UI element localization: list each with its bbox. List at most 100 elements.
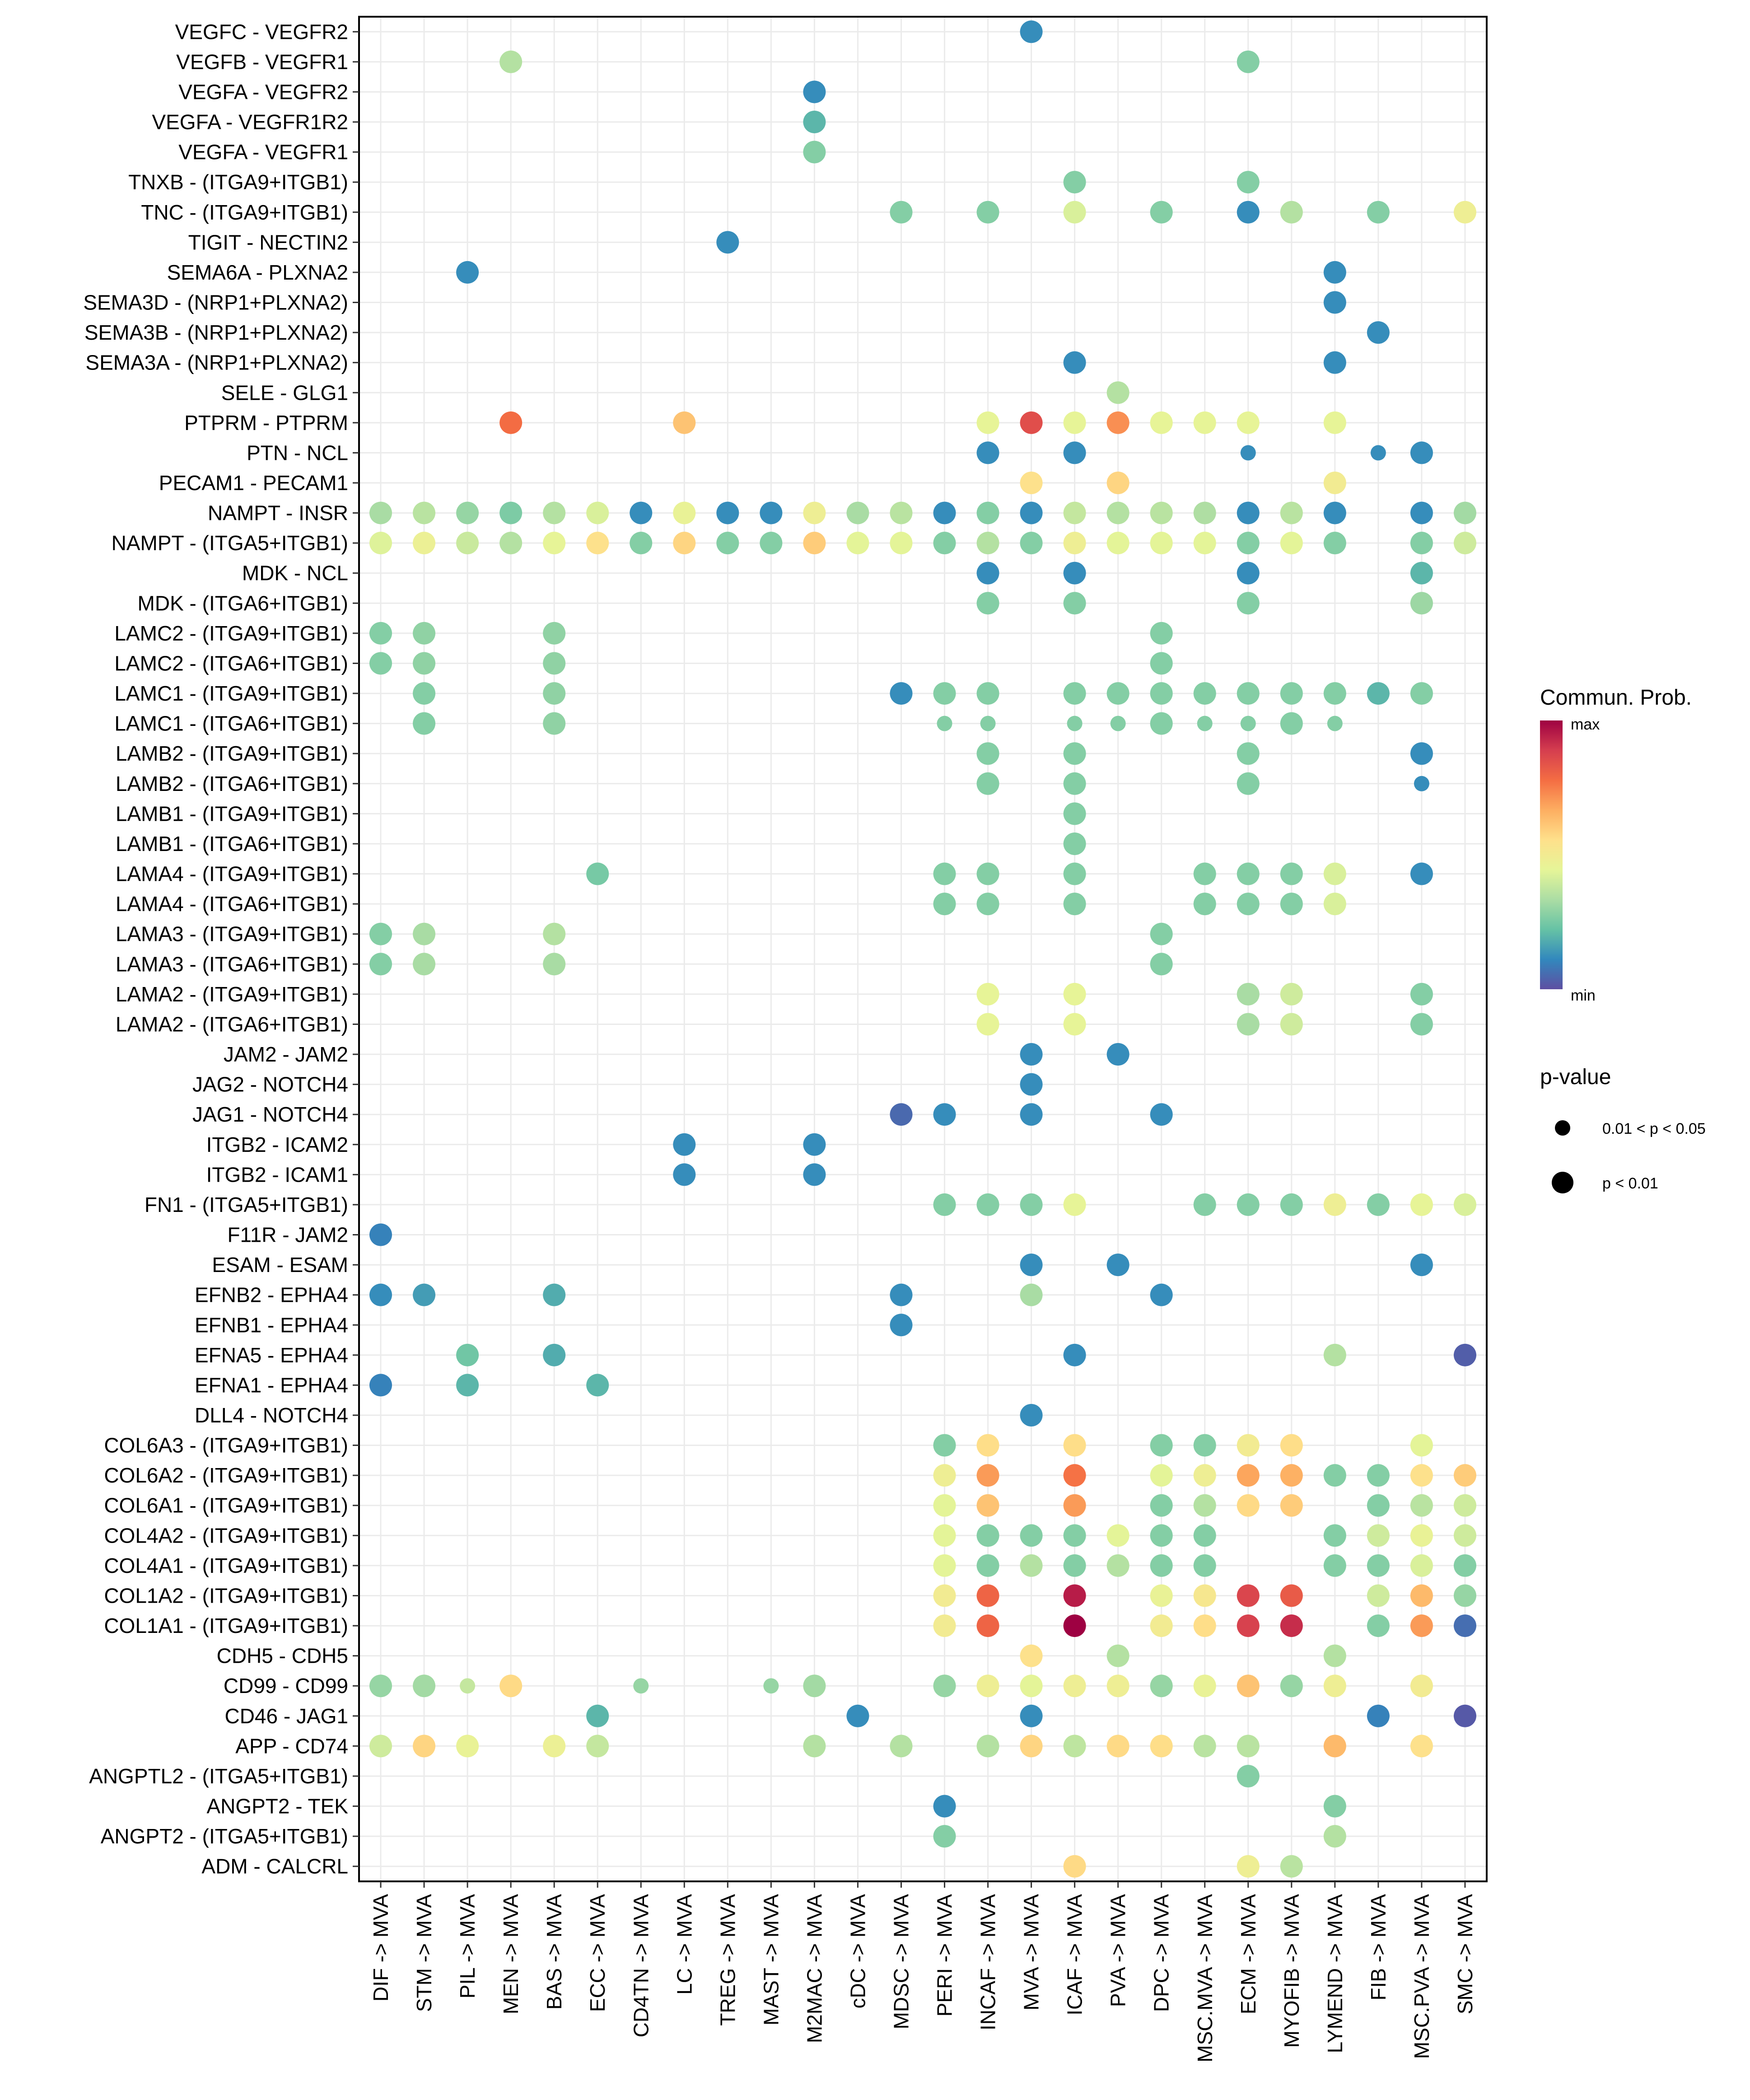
color-legend-min-label: min bbox=[1571, 987, 1596, 1004]
data-point bbox=[1323, 532, 1346, 555]
data-point bbox=[1280, 1193, 1303, 1216]
data-point bbox=[1323, 1644, 1346, 1667]
data-point bbox=[1410, 1735, 1433, 1758]
data-point bbox=[1063, 532, 1086, 555]
data-point bbox=[456, 501, 479, 524]
data-point bbox=[673, 1133, 696, 1156]
data-point bbox=[1323, 351, 1346, 374]
data-point bbox=[1106, 411, 1129, 434]
data-point bbox=[976, 1735, 999, 1758]
data-point bbox=[1323, 682, 1346, 705]
data-point bbox=[673, 411, 696, 434]
data-point bbox=[803, 1133, 826, 1156]
data-point bbox=[413, 501, 436, 524]
data-point bbox=[1020, 1554, 1043, 1577]
data-point bbox=[586, 1374, 609, 1397]
data-point bbox=[1323, 1524, 1346, 1547]
data-point bbox=[1410, 1524, 1433, 1547]
data-point bbox=[1063, 561, 1086, 585]
data-point bbox=[1323, 472, 1346, 494]
data-point bbox=[976, 682, 999, 705]
data-point bbox=[1280, 1855, 1303, 1878]
data-point bbox=[543, 1283, 566, 1306]
y-tick-label: COL6A3 - (ITGA9+ITGB1) bbox=[104, 1434, 348, 1457]
data-point bbox=[1410, 561, 1433, 585]
data-point bbox=[1150, 1103, 1173, 1126]
data-point bbox=[976, 1494, 999, 1517]
data-point bbox=[1323, 1554, 1346, 1577]
data-point bbox=[1367, 1524, 1390, 1547]
y-tick-label: TNC - (ITGA9+ITGB1) bbox=[141, 201, 348, 224]
y-tick-label: ITGB2 - ICAM2 bbox=[206, 1133, 348, 1156]
data-point bbox=[890, 501, 913, 524]
data-point bbox=[1020, 1524, 1043, 1547]
y-tick-label: COL6A1 - (ITGA9+ITGB1) bbox=[104, 1494, 348, 1517]
data-point bbox=[1067, 716, 1083, 731]
y-tick-label: COL6A2 - (ITGA9+ITGB1) bbox=[104, 1464, 348, 1487]
data-point bbox=[933, 893, 956, 916]
data-point bbox=[1280, 1494, 1303, 1517]
x-tick-label: TREG -> MVA bbox=[716, 1894, 739, 2026]
y-tick-label: EFNB2 - EPHA4 bbox=[195, 1283, 348, 1307]
data-point bbox=[1410, 592, 1433, 615]
data-point bbox=[1063, 592, 1086, 615]
x-tick-label: ECM -> MVA bbox=[1237, 1894, 1260, 2015]
data-point bbox=[1106, 682, 1129, 705]
data-point bbox=[976, 1674, 999, 1698]
y-tick-label: F11R - JAM2 bbox=[227, 1223, 348, 1247]
data-point bbox=[803, 140, 826, 164]
data-point bbox=[976, 893, 999, 916]
data-point bbox=[673, 501, 696, 524]
data-point bbox=[1020, 1404, 1043, 1427]
data-point bbox=[846, 1704, 869, 1727]
data-point bbox=[1280, 893, 1303, 916]
data-point bbox=[1193, 1193, 1216, 1216]
x-tick-label: STM -> MVA bbox=[412, 1894, 436, 2012]
data-point bbox=[413, 1283, 436, 1306]
data-point bbox=[1323, 1193, 1346, 1216]
data-point bbox=[1193, 1554, 1216, 1577]
data-point bbox=[1063, 1343, 1086, 1366]
legend: Commun. Prob. max min p-value 0.01 < p <… bbox=[1540, 686, 1706, 1193]
data-point bbox=[1237, 201, 1260, 224]
data-point bbox=[1323, 1464, 1346, 1487]
data-point bbox=[976, 411, 999, 434]
data-point bbox=[1020, 1073, 1043, 1096]
data-point bbox=[1237, 1614, 1260, 1637]
size-legend-large-label: p < 0.01 bbox=[1602, 1175, 1658, 1192]
data-point bbox=[937, 716, 952, 731]
data-point bbox=[630, 532, 653, 555]
data-point bbox=[499, 501, 523, 524]
x-tick-label: DPC -> MVA bbox=[1150, 1894, 1173, 2012]
data-point bbox=[803, 532, 826, 555]
data-point bbox=[543, 501, 566, 524]
data-point bbox=[1063, 411, 1086, 434]
data-point bbox=[1453, 1524, 1476, 1547]
y-tick-label: CDH5 - CDH5 bbox=[217, 1644, 348, 1668]
data-point bbox=[1020, 532, 1043, 555]
size-legend-small-dot bbox=[1555, 1120, 1570, 1136]
y-tick-label: ANGPT2 - TEK bbox=[206, 1795, 348, 1818]
data-point bbox=[1237, 772, 1260, 795]
data-point bbox=[369, 1735, 392, 1758]
data-point bbox=[369, 953, 392, 976]
data-point bbox=[1020, 1644, 1043, 1667]
data-point bbox=[369, 1374, 392, 1397]
data-point bbox=[890, 1314, 913, 1337]
data-point bbox=[1414, 776, 1429, 791]
data-point bbox=[1063, 1674, 1086, 1698]
y-tick-label: PECAM1 - PECAM1 bbox=[159, 471, 348, 495]
x-tick-label: FIB -> MVA bbox=[1367, 1894, 1390, 2001]
y-tick-label: APP - CD74 bbox=[235, 1734, 348, 1758]
data-point bbox=[499, 1674, 523, 1698]
data-point bbox=[1063, 1193, 1086, 1216]
data-point bbox=[803, 1735, 826, 1758]
data-point bbox=[1367, 1464, 1390, 1487]
data-point bbox=[1410, 1253, 1433, 1277]
data-point bbox=[1063, 862, 1086, 885]
x-tick-label: PIL -> MVA bbox=[456, 1894, 479, 1999]
data-point bbox=[1237, 893, 1260, 916]
data-point bbox=[976, 982, 999, 1006]
y-tick-label: PTPRM - PTPRM bbox=[184, 411, 348, 435]
data-point bbox=[1150, 1614, 1173, 1637]
